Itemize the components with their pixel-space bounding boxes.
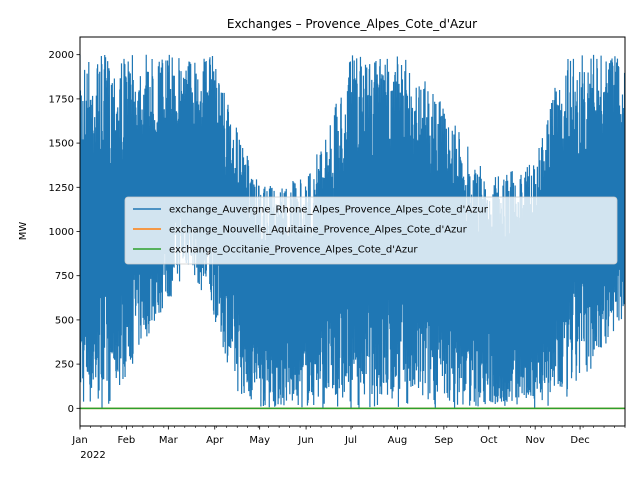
legend-entry-0: exchange_Auvergne_Rhone_Alpes_Provence_A… bbox=[169, 205, 489, 216]
y-tick-label: 1250 bbox=[49, 183, 74, 194]
legend-entry-2: exchange_Occitanie_Provence_Alpes_Cote_d… bbox=[169, 245, 418, 256]
x-axis: Jan 2022 Feb Mar Apr May Jun Jul Aug Sep Oct Nov Dec bbox=[71, 426, 626, 461]
y-tick-label: 500 bbox=[55, 315, 74, 326]
y-tick-label: 2000 bbox=[49, 50, 74, 61]
x-tick-label: Oct bbox=[480, 435, 497, 446]
x-tick-sublabel: 2022 bbox=[80, 450, 105, 461]
legend-box bbox=[124, 196, 618, 265]
x-tick-label: Sep bbox=[434, 435, 453, 446]
legend: exchange_Auvergne_Rhone_Alpes_Provence_A… bbox=[124, 196, 618, 265]
legend-entry-1: exchange_Nouvelle_Aquitaine_Provence_Alp… bbox=[169, 225, 468, 236]
chart-title: Exchanges – Provence_Alpes_Cote_d'Azur bbox=[227, 17, 477, 31]
x-tick-label: Apr bbox=[206, 435, 224, 446]
y-tick-label: 750 bbox=[55, 271, 74, 282]
series-line-0 bbox=[80, 54, 625, 409]
x-tick-label: Mar bbox=[159, 435, 179, 446]
x-tick-label: Jun bbox=[297, 435, 314, 446]
y-axis-label: MW bbox=[18, 222, 29, 241]
x-tick-label: Feb bbox=[118, 435, 136, 446]
x-tick-label: May bbox=[249, 435, 270, 446]
series-layer bbox=[80, 54, 625, 410]
y-tick-label: 0 bbox=[68, 404, 74, 415]
x-tick-label: Nov bbox=[525, 435, 545, 446]
x-tick-label: Aug bbox=[388, 435, 408, 446]
y-tick-label: 1000 bbox=[49, 227, 74, 238]
y-axis: 0 250 500 750 1000 1250 1500 1750 2000 bbox=[49, 50, 80, 415]
x-tick-label: Dec bbox=[570, 435, 589, 446]
y-tick-label: 250 bbox=[55, 360, 74, 371]
y-tick-label: 1750 bbox=[49, 94, 74, 105]
y-tick-label: 1500 bbox=[49, 139, 74, 150]
x-tick-label: Jan bbox=[71, 435, 87, 446]
x-tick-label: Jul bbox=[344, 435, 357, 446]
